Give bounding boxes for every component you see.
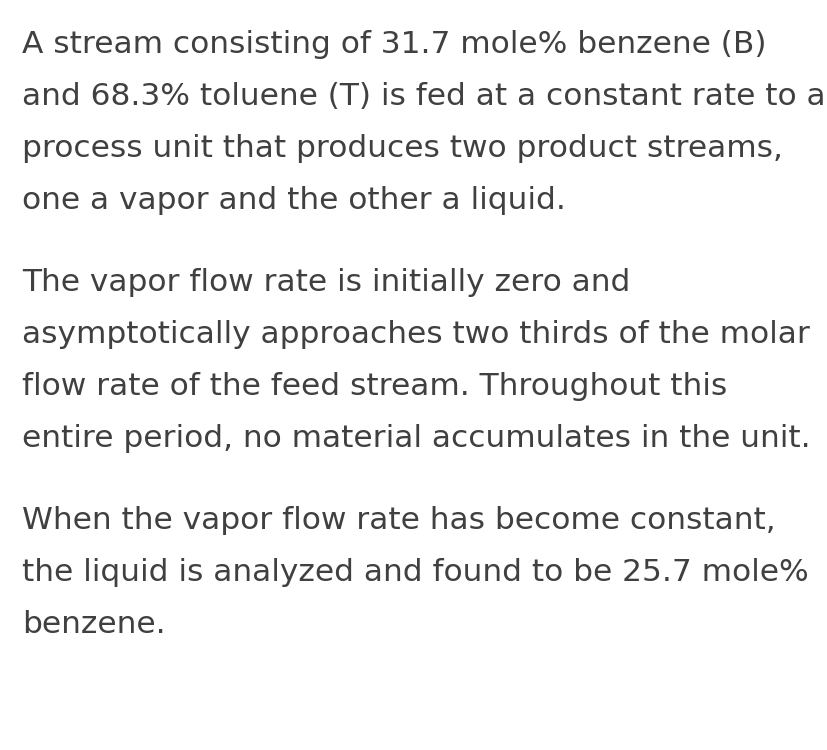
Text: A stream consisting of 31.7 mole% benzene (B): A stream consisting of 31.7 mole% benzen… (22, 30, 766, 59)
Text: The vapor flow rate is initially zero and: The vapor flow rate is initially zero an… (22, 268, 629, 297)
Text: process unit that produces two product streams,: process unit that produces two product s… (22, 134, 782, 163)
Text: entire period, no material accumulates in the unit.: entire period, no material accumulates i… (22, 424, 810, 453)
Text: and 68.3% toluene (T) is fed at a constant rate to a: and 68.3% toluene (T) is fed at a consta… (22, 82, 825, 111)
Text: benzene.: benzene. (22, 610, 165, 639)
Text: flow rate of the feed stream. Throughout this: flow rate of the feed stream. Throughout… (22, 372, 726, 401)
Text: the liquid is analyzed and found to be 25.7 mole%: the liquid is analyzed and found to be 2… (22, 558, 808, 587)
Text: asymptotically approaches two thirds of the molar: asymptotically approaches two thirds of … (22, 320, 809, 349)
Text: When the vapor flow rate has become constant,: When the vapor flow rate has become cons… (22, 506, 775, 535)
Text: one a vapor and the other a liquid.: one a vapor and the other a liquid. (22, 186, 565, 215)
